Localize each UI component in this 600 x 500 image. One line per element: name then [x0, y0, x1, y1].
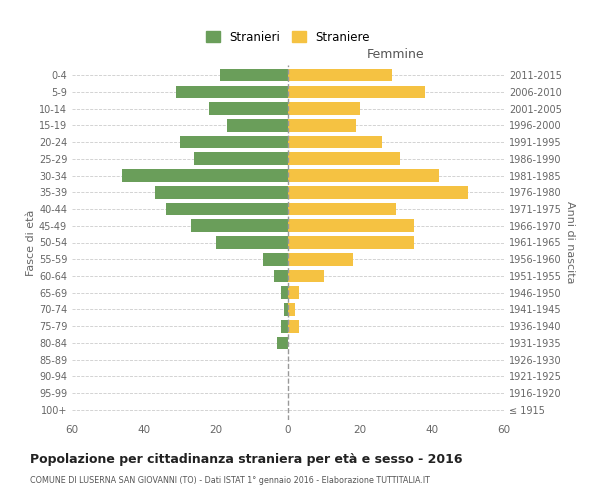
Bar [288, 303, 295, 316]
Bar [288, 220, 414, 232]
Bar [216, 236, 288, 249]
Bar [288, 286, 299, 299]
Text: Popolazione per cittadinanza straniera per età e sesso - 2016: Popolazione per cittadinanza straniera p… [30, 452, 463, 466]
Bar [288, 152, 400, 165]
Y-axis label: Anni di nascita: Anni di nascita [565, 201, 575, 284]
Text: Femmine: Femmine [367, 48, 425, 62]
Bar [288, 86, 425, 98]
Bar [288, 69, 392, 82]
Bar [288, 236, 414, 249]
Bar [281, 286, 288, 299]
Bar [274, 270, 288, 282]
Bar [288, 253, 353, 266]
Bar [288, 270, 324, 282]
Bar [191, 220, 288, 232]
Bar [209, 102, 288, 115]
Bar [288, 202, 396, 215]
Bar [288, 320, 299, 332]
Bar [227, 119, 288, 132]
Y-axis label: Fasce di età: Fasce di età [26, 210, 36, 276]
Bar [281, 320, 288, 332]
Bar [263, 253, 288, 266]
Text: COMUNE DI LUSERNA SAN GIOVANNI (TO) - Dati ISTAT 1° gennaio 2016 - Elaborazione : COMUNE DI LUSERNA SAN GIOVANNI (TO) - Da… [30, 476, 430, 485]
Bar [220, 69, 288, 82]
Legend: Stranieri, Straniere: Stranieri, Straniere [201, 26, 375, 48]
Bar [288, 186, 468, 198]
Bar [155, 186, 288, 198]
Bar [288, 119, 356, 132]
Bar [166, 202, 288, 215]
Bar [180, 136, 288, 148]
Bar [288, 136, 382, 148]
Bar [288, 102, 360, 115]
Bar [122, 169, 288, 182]
Bar [284, 303, 288, 316]
Bar [176, 86, 288, 98]
Bar [277, 336, 288, 349]
Bar [288, 169, 439, 182]
Bar [194, 152, 288, 165]
